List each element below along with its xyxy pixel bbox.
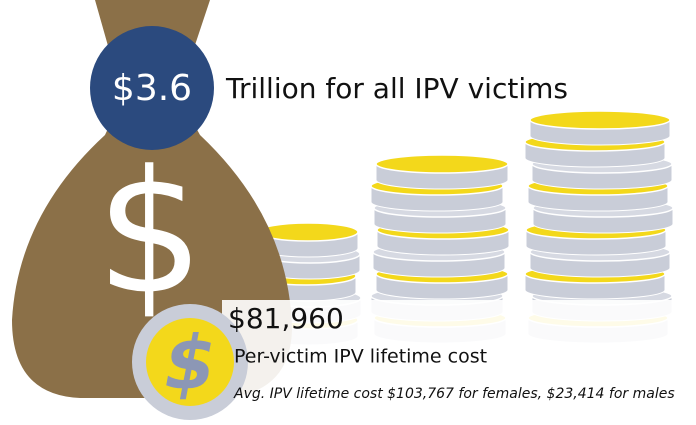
per-victim-label: Per-victim IPV lifetime cost	[234, 346, 487, 368]
small-coin-dollar: $	[164, 321, 216, 407]
infographic: $ $3.6 Trillion for all IPV victims $ $8…	[0, 0, 696, 425]
coin-top	[530, 111, 670, 129]
headline-figure: $3.6	[112, 68, 192, 109]
coin-top	[376, 155, 508, 173]
per-victim-figure: $81,960	[228, 302, 344, 335]
bag-dollar-sign: $	[96, 134, 204, 332]
per-victim-note: Avg. IPV lifetime cost $103,767 for fema…	[233, 386, 675, 402]
headline-text: Trillion for all IPV victims	[225, 72, 568, 105]
